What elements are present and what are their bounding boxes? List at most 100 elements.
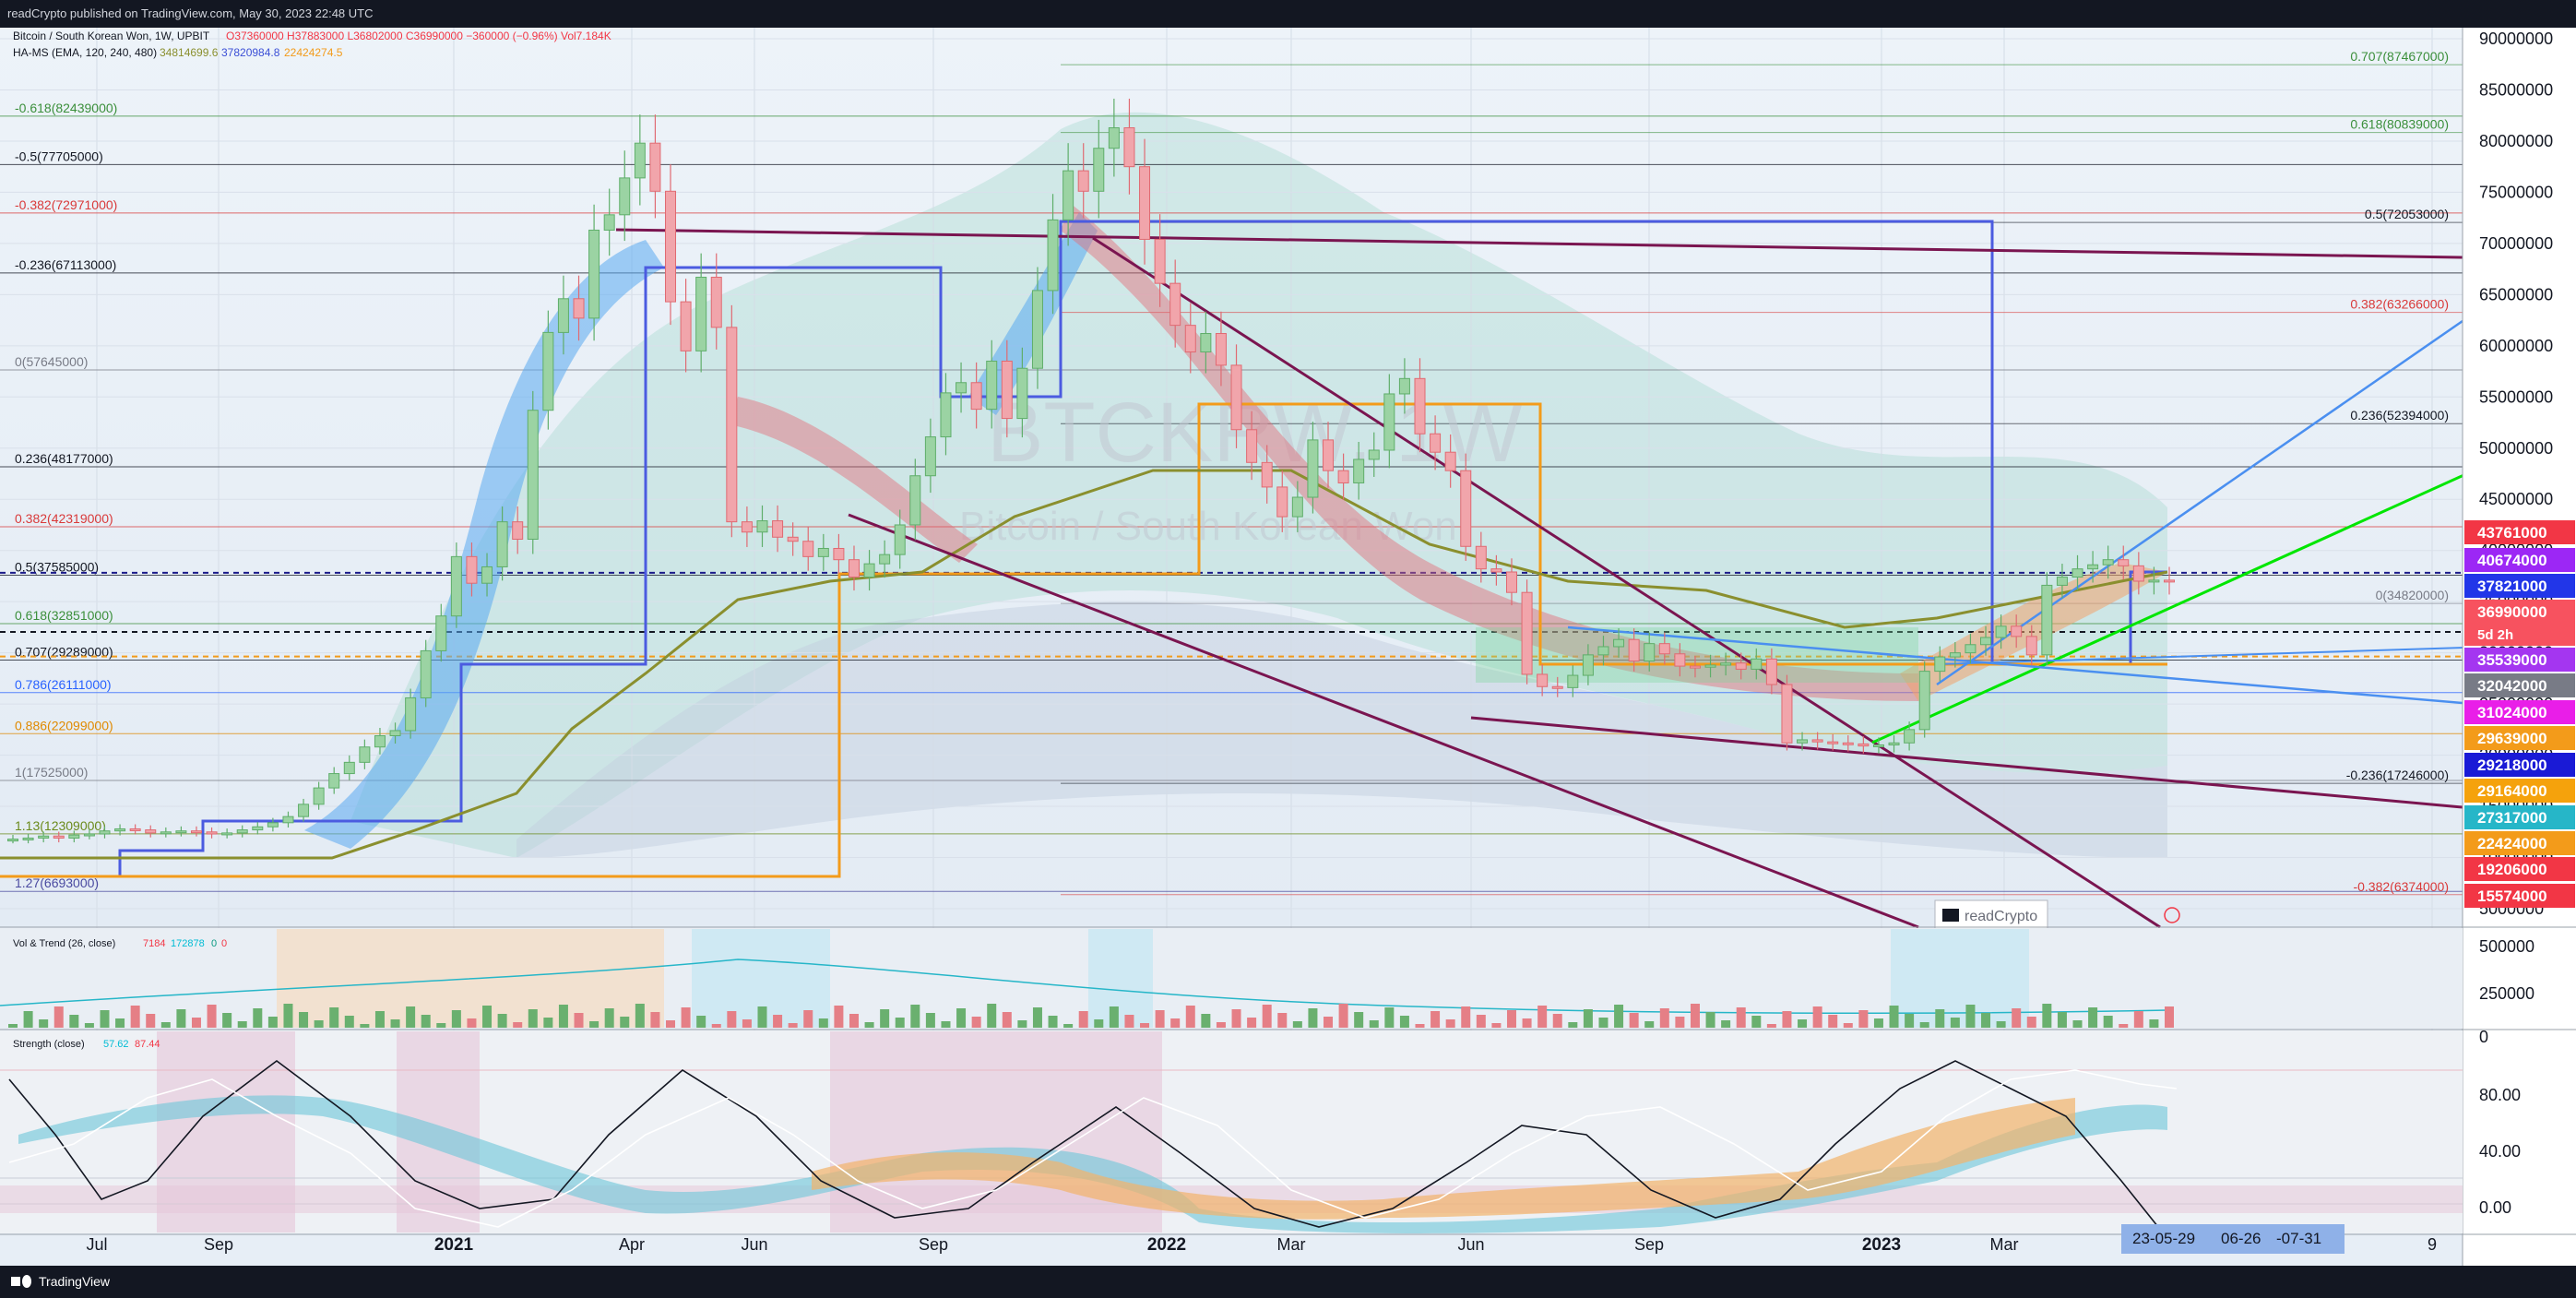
time-tick-11: Mar xyxy=(1990,1235,2019,1254)
fib-left-label-2: -0.382(72971000) xyxy=(15,197,117,212)
price-tick-7: 55000000 xyxy=(2479,387,2553,406)
price-pill-text-4: 35539000 xyxy=(2477,651,2547,669)
candle-body-43 xyxy=(665,190,677,303)
fib-left-label-1: -0.5(77705000) xyxy=(15,149,103,163)
candle-body-113 xyxy=(1735,662,1747,670)
strength-legend: Strength (close) 57.62 87.44 xyxy=(13,1039,160,1050)
candle-body-48 xyxy=(741,521,753,533)
candle-body-122 xyxy=(1872,744,1884,747)
price-pill-bg-9 xyxy=(2464,779,2575,803)
volume-bar-18 xyxy=(283,1004,293,1028)
bottom-bar: TradingView xyxy=(0,1266,2576,1298)
volume-bar-13 xyxy=(207,1005,217,1028)
ha-ms-olive-step xyxy=(0,469,2168,860)
volume-bar-43 xyxy=(666,1020,676,1028)
candle-body-60 xyxy=(924,436,936,477)
candle-body-81 xyxy=(1246,429,1258,463)
candle-body-11 xyxy=(175,830,187,834)
volume-bar-64 xyxy=(987,1004,997,1028)
candle-body-120 xyxy=(1842,742,1854,745)
candle-body-107 xyxy=(1644,643,1656,662)
volume-bar-90 xyxy=(1384,1007,1395,1028)
price-pill-bg-12 xyxy=(2464,857,2575,881)
volume-bar-124 xyxy=(1905,1014,1915,1028)
fib-left-label-11: 0.886(22099000) xyxy=(15,718,113,732)
volume-bar-133 xyxy=(2042,1004,2052,1028)
volume-bar-107 xyxy=(1644,1021,1655,1028)
candle-body-10 xyxy=(160,831,172,835)
legend-indicator: HA-MS (EMA, 120, 240, 480) xyxy=(13,46,157,59)
volume-bg-zone-2 xyxy=(1088,929,1153,1028)
price-tick-4: 70000000 xyxy=(2479,234,2553,253)
candle-body-106 xyxy=(1628,638,1640,662)
volume-bar-29 xyxy=(451,1010,461,1028)
volume-bar-111 xyxy=(1705,1012,1715,1028)
volume-bar-26 xyxy=(406,1006,416,1028)
volume-bar-35 xyxy=(543,1018,553,1028)
fib-right-label-7: -0.382(6374000) xyxy=(2353,879,2449,894)
volume-bar-45 xyxy=(696,1016,706,1028)
volume-bar-22 xyxy=(344,1016,354,1028)
candle-body-85 xyxy=(1307,439,1319,498)
volume-bar-105 xyxy=(1614,1005,1624,1028)
candle-body-39 xyxy=(603,214,615,231)
chart-canvas[interactable]: -0.618(82439000) -0.5(77705000) -0.382(729… xyxy=(0,28,2576,1266)
time-tick-8: Jun xyxy=(1457,1235,1484,1254)
volume-bar-112 xyxy=(1721,1020,1731,1028)
volume-bar-10 xyxy=(160,1022,171,1028)
fib-left-label-4: 0(57645000) xyxy=(15,354,88,369)
candle-body-46 xyxy=(710,276,722,328)
volume-bar-32 xyxy=(497,1014,507,1028)
price-pill-text-2: 37821000 xyxy=(2477,578,2547,595)
ma-cloud xyxy=(350,112,2167,858)
alert-icon[interactable] xyxy=(2164,907,2180,923)
legend-indicator-value-2: 37820984.8 xyxy=(221,46,280,59)
fib-left-label-12: 1(17525000) xyxy=(15,765,88,780)
volume-bar-41 xyxy=(635,1004,645,1028)
candle-body-25 xyxy=(389,730,401,737)
strength-value-2: 87.44 xyxy=(135,1039,160,1050)
volume-bar-58 xyxy=(895,1018,905,1028)
strength-tick-2: 0.00 xyxy=(2479,1198,2511,1217)
volume-bar-99 xyxy=(1522,1018,1532,1028)
candle-body-65 xyxy=(1001,360,1013,420)
volume-pane-series: 500000 250000 0 xyxy=(0,929,2534,1046)
watermark: BTCKRW, 1W Bitcoin / South Korean Won xyxy=(959,386,1523,549)
legend: Bitcoin / South Korean Won, 1W, UPBIT O3… xyxy=(13,30,611,59)
volume-bar-118 xyxy=(1812,1006,1822,1028)
candle-body-130 xyxy=(1995,625,2007,638)
volume-bar-15 xyxy=(237,1021,247,1028)
candle-body-109 xyxy=(1674,653,1686,667)
strength-cyan-area xyxy=(18,1095,2167,1233)
volume-bar-1 xyxy=(23,1011,33,1028)
volume-bar-82 xyxy=(1262,1005,1272,1028)
volume-bar-79 xyxy=(1216,1022,1226,1028)
volume-bar-6 xyxy=(100,1010,110,1028)
price-pill-text-12: 19206000 xyxy=(2477,861,2547,878)
volume-bar-123 xyxy=(1889,1006,1899,1028)
candle-body-87 xyxy=(1337,470,1349,483)
candle-body-115 xyxy=(1765,658,1777,685)
candle-body-22 xyxy=(343,761,355,775)
candle-body-135 xyxy=(2071,568,2083,578)
fib-right-label-4: 0.236(52394000) xyxy=(2350,408,2449,423)
candle-body-139 xyxy=(2132,565,2144,582)
volume-bar-83 xyxy=(1277,1013,1288,1028)
trendline-green-support xyxy=(1871,423,2576,744)
candle-body-124 xyxy=(1904,729,1916,744)
time-axis[interactable]: Jul Sep 2021 Apr Jun Sep 2022 Mar Jun Sep 2023 Mar 9 xyxy=(86,1235,2437,1255)
fib-right-label-0: 0.707(87467000) xyxy=(2350,49,2449,64)
candle-body-73 xyxy=(1123,127,1135,168)
candle-body-34 xyxy=(527,410,539,541)
volume-bar-66 xyxy=(1017,1020,1027,1028)
candle-body-88 xyxy=(1353,458,1365,483)
footer-brand[interactable]: TradingView xyxy=(11,1274,110,1289)
price-axis[interactable] xyxy=(2463,28,2576,1266)
volume-bar-30 xyxy=(467,1018,477,1028)
candle-body-75 xyxy=(1154,238,1166,284)
volume-bar-65 xyxy=(1002,1012,1012,1028)
watermark-name: Bitcoin / South Korean Won xyxy=(959,504,1457,549)
volume-bar-125 xyxy=(1919,1022,1929,1028)
candle-body-125 xyxy=(1918,671,1930,731)
volume-bar-11 xyxy=(176,1009,186,1028)
